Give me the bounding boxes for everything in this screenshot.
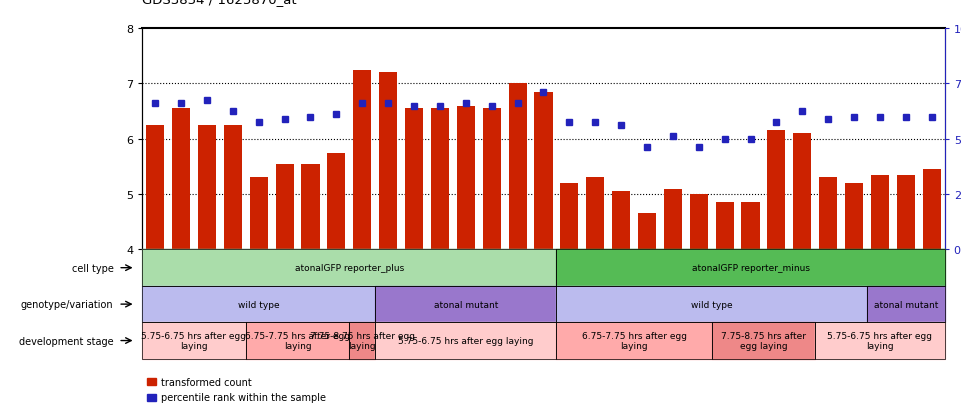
Text: 6.75-7.75 hrs after egg
laying: 6.75-7.75 hrs after egg laying <box>581 331 686 350</box>
Bar <box>456 106 475 250</box>
Bar <box>534 93 553 250</box>
Bar <box>354 70 371 250</box>
Text: atonalGFP reporter_plus: atonalGFP reporter_plus <box>295 263 404 273</box>
Text: development stage: development stage <box>19 336 113 346</box>
Text: atonal mutant: atonal mutant <box>874 300 938 309</box>
Text: percentile rank within the sample: percentile rank within the sample <box>161 392 327 402</box>
Text: 5.75-6.75 hrs after egg laying: 5.75-6.75 hrs after egg laying <box>398 336 533 345</box>
Bar <box>742 203 759 250</box>
Bar <box>405 109 423 250</box>
Bar <box>793 134 811 250</box>
Bar <box>690 195 708 250</box>
Bar <box>431 109 449 250</box>
Bar <box>586 178 604 250</box>
Text: 7.75-8.75 hrs after egg
laying: 7.75-8.75 hrs after egg laying <box>309 331 415 350</box>
Text: 6.75-7.75 hrs after egg
laying: 6.75-7.75 hrs after egg laying <box>245 331 350 350</box>
Bar <box>508 84 527 250</box>
Bar <box>250 178 268 250</box>
Text: 7.75-8.75 hrs after
egg laying: 7.75-8.75 hrs after egg laying <box>721 331 806 350</box>
Bar <box>845 183 863 250</box>
Bar <box>379 73 397 250</box>
Bar <box>664 189 682 250</box>
Bar <box>871 175 889 250</box>
Bar <box>276 164 294 250</box>
Bar <box>923 170 941 250</box>
Text: GDS3854 / 1625870_at: GDS3854 / 1625870_at <box>142 0 297 6</box>
Text: genotype/variation: genotype/variation <box>21 299 113 309</box>
Bar <box>716 203 733 250</box>
Bar <box>198 126 216 250</box>
Bar <box>482 109 501 250</box>
Text: atonal mutant: atonal mutant <box>433 300 498 309</box>
Bar <box>146 126 164 250</box>
Bar <box>560 183 579 250</box>
Text: wild type: wild type <box>238 300 280 309</box>
Text: 5.75-6.75 hrs after egg
laying: 5.75-6.75 hrs after egg laying <box>827 331 932 350</box>
Text: cell type: cell type <box>71 263 113 273</box>
Text: transformed count: transformed count <box>161 377 252 387</box>
Text: 5.75-6.75 hrs after egg
laying: 5.75-6.75 hrs after egg laying <box>141 331 247 350</box>
Bar <box>302 164 320 250</box>
Bar <box>612 192 630 250</box>
Bar <box>172 109 190 250</box>
Text: atonalGFP reporter_minus: atonalGFP reporter_minus <box>692 263 809 273</box>
Bar <box>767 131 785 250</box>
Bar <box>224 126 242 250</box>
Bar <box>819 178 837 250</box>
Text: wild type: wild type <box>691 300 732 309</box>
Bar <box>328 153 345 250</box>
Bar <box>638 214 656 250</box>
Bar <box>897 175 915 250</box>
